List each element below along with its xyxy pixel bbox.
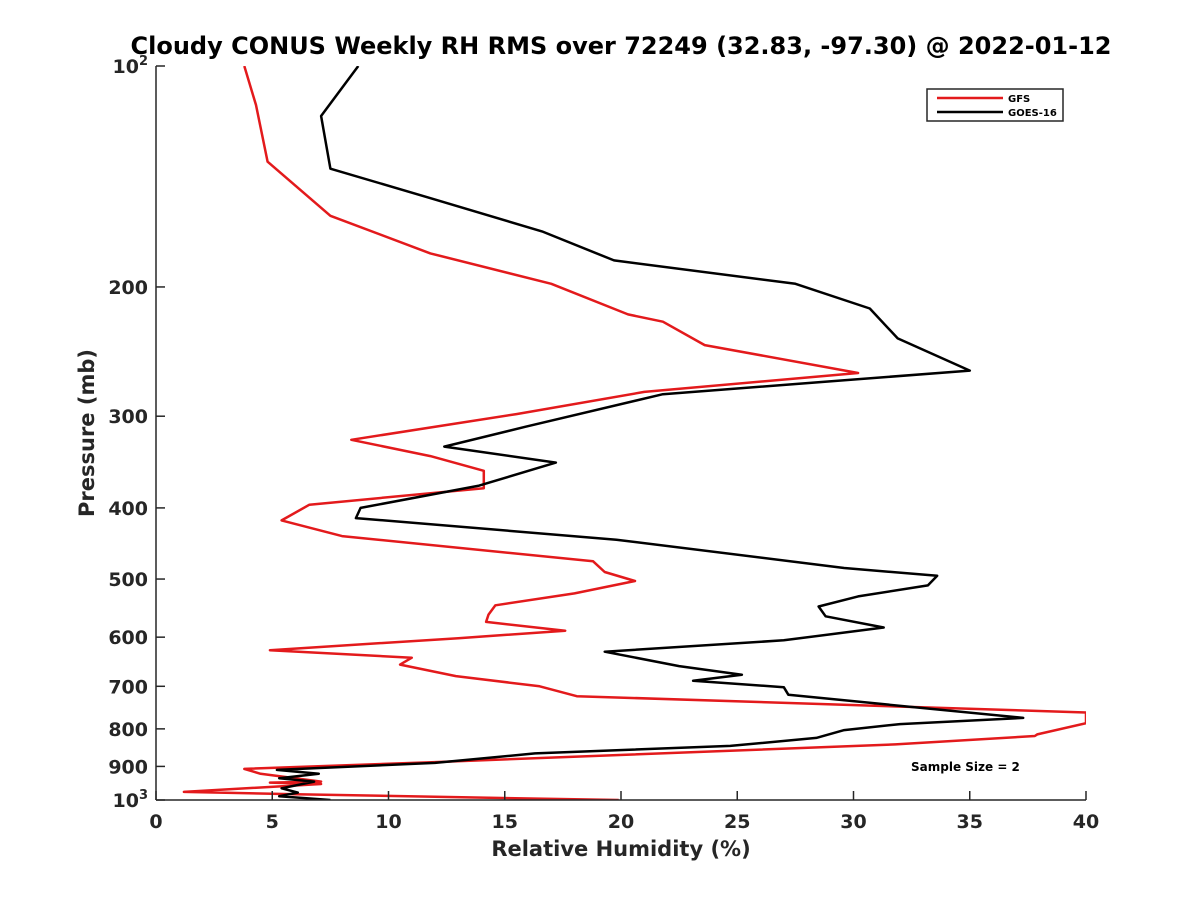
y-axis: 102 200 300 400 500 600 700 800 900 103 [108, 54, 165, 812]
legend-entry: GFS [1008, 94, 1030, 105]
y-tick-label: 103 [113, 788, 149, 812]
legend: GFS GOES-16 [926, 88, 1064, 122]
y-tick-label: 200 [108, 277, 148, 299]
x-tick-label: 5 [266, 811, 279, 833]
x-tick-label: 25 [724, 811, 750, 833]
plot-area [182, 66, 1086, 800]
y-tick-label: 300 [108, 406, 148, 428]
legend-box [926, 88, 1064, 122]
y-axis-label: Pressure (mb) [75, 349, 99, 517]
series-line-goes-16 [275, 66, 1025, 800]
y-tick-label: 102 [113, 54, 149, 78]
sample-size-annotation: Sample Size = 2 [911, 760, 1020, 774]
x-axis: 0 5 10 15 20 25 30 35 40 [149, 791, 1099, 833]
y-tick-label: 500 [108, 569, 148, 591]
x-tick-label: 15 [492, 811, 518, 833]
y-tick-label: 600 [108, 627, 148, 649]
legend-entry: GOES-16 [1008, 108, 1057, 119]
x-tick-label: 40 [1073, 811, 1099, 833]
x-tick-label: 20 [608, 811, 634, 833]
x-tick-label: 0 [149, 811, 162, 833]
x-tick-label: 10 [375, 811, 401, 833]
x-axis-label: Relative Humidity (%) [491, 837, 750, 861]
chart-title: Cloudy CONUS Weekly RH RMS over 72249 (3… [131, 32, 1112, 60]
x-tick-label: 30 [840, 811, 866, 833]
y-tick-label: 800 [108, 719, 148, 741]
y-tick-label: 400 [108, 498, 148, 520]
series-line-gfs [182, 66, 1086, 800]
axes-frame [156, 66, 1086, 800]
x-tick-label: 35 [957, 811, 983, 833]
y-tick-label: 700 [108, 676, 148, 698]
y-tick-label: 900 [108, 756, 148, 778]
